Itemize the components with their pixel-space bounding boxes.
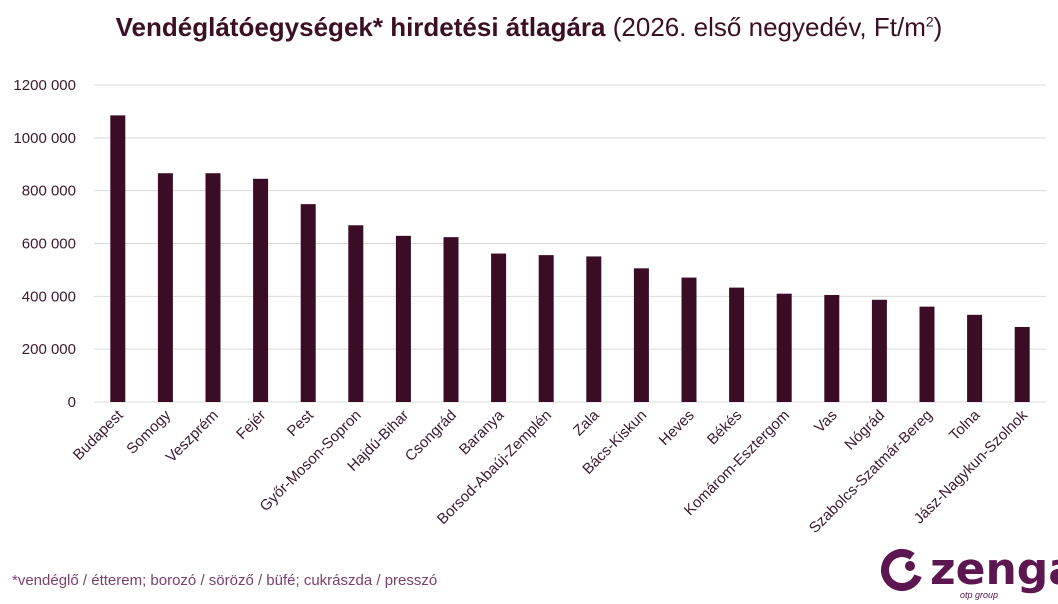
y-tick-label: 0 [68,394,76,411]
x-tick-label: Fejér [233,407,269,443]
chart-title: Vendéglátóegységek* hirdetési átlagára (… [0,12,1058,43]
x-tick-label: Tolna [946,406,984,444]
y-tick-label: 1200 000 [13,77,76,94]
bar-nógrád [871,299,887,402]
bar-budapest [110,115,126,403]
y-tick-label: 400 000 [22,288,76,305]
bar-tolna [967,314,983,402]
bar-szabolcs-szatmár-bereg [919,306,935,402]
x-tick-label: Vas [811,407,841,437]
bar-zala [586,256,602,402]
chart-title-subtitle: (2026. első negyedév, Ft/m [605,12,926,42]
zenga-logo-word: zenga [930,544,1058,595]
bar-jász-nagykun-szolnok [1014,326,1030,402]
bar-fejér [253,178,269,402]
y-tick-label: 200 000 [22,341,76,358]
x-tick-label: Csongrád [402,407,460,465]
bar-heves [681,277,697,402]
y-axis-ticks: 0 200 000 400 000 600 000 800 000 1000 000 120… [13,77,76,411]
x-tick-label: Békés [704,407,746,449]
y-tick-label: 1000 000 [13,130,76,147]
bar-bács-kiskun [633,268,649,402]
x-tick-label: Pest [284,406,318,440]
bar-komárom-esztergom [776,293,792,402]
y-tick-label: 800 000 [22,183,76,200]
chart-title-main: Vendéglátóegységek* hirdetési átlagára [115,12,606,42]
bar-pest [300,204,316,402]
x-tick-label: Nógrád [841,407,888,454]
x-tick-label: Zala [570,406,603,439]
bar-hajdú-bihar [395,235,411,402]
zenga-logo-icon [881,549,923,591]
bar-vas [824,295,840,402]
chart-title-close: ) [933,12,943,42]
x-tick-label: Veszprém [163,407,222,466]
x-tick-label: Budapest [70,406,127,463]
bar-csongrád [443,237,459,402]
x-tick-label: Heves [656,407,698,449]
bar-borsod-abaúj-zemplén [538,255,554,402]
chart-title-superscript: 2 [925,13,934,30]
bar-veszprém [205,173,221,402]
bar-győr-moson-sopron [348,225,364,402]
zenga-logo-subtext: otp group [960,590,999,600]
footnote: *vendéglő / étterem; borozó / söröző / b… [12,572,438,589]
gridlines [94,84,1046,403]
zenga-logo: zenga otp group [880,544,1058,601]
bar-somogy [157,173,173,402]
y-tick-label: 600 000 [22,236,76,253]
bar-békés [729,287,745,402]
bar-baranya [491,253,507,402]
bars [110,115,1030,403]
